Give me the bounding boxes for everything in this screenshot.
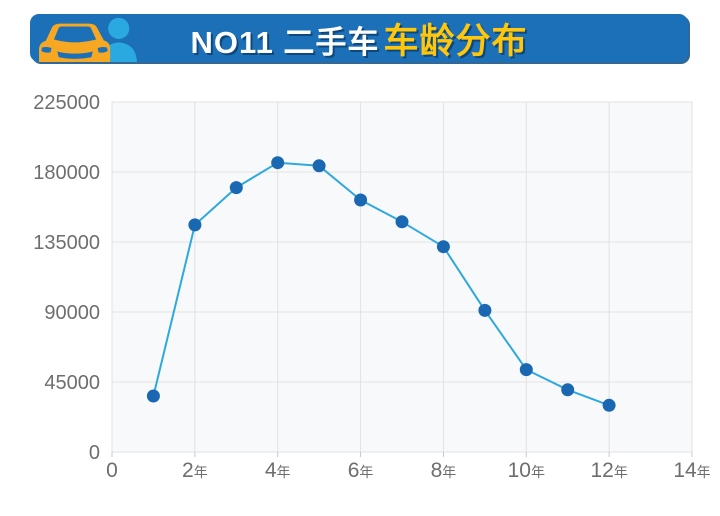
x-tick-label: 14年 bbox=[673, 459, 710, 482]
data-point bbox=[188, 218, 202, 232]
x-tick-label: 10年 bbox=[508, 459, 545, 482]
header-banner: NO11 二手车 车龄分布 bbox=[30, 14, 688, 62]
data-point bbox=[561, 383, 575, 397]
car-user-icon bbox=[39, 17, 137, 62]
data-point bbox=[602, 398, 616, 412]
car-icon bbox=[39, 23, 111, 62]
data-point bbox=[395, 215, 409, 229]
data-point bbox=[436, 240, 450, 254]
y-tick-label: 225000 bbox=[33, 92, 100, 114]
data-line bbox=[152, 161, 611, 407]
y-tick-label: 0 bbox=[89, 442, 100, 464]
plot-area bbox=[111, 101, 693, 453]
data-point bbox=[478, 303, 492, 317]
age-distribution-chart: 0 45000 90000 135000 180000 225000 0 2年 4年 6年 8年 10… bbox=[0, 85, 720, 511]
x-tick-label: 0 bbox=[106, 459, 118, 482]
title-prefix: NO11 二手车 bbox=[190, 24, 380, 60]
data-point bbox=[519, 363, 533, 377]
y-tick-label: 135000 bbox=[33, 232, 100, 254]
x-tick-label: 4年 bbox=[265, 459, 291, 482]
x-tick-label: 8年 bbox=[431, 459, 457, 482]
data-point bbox=[354, 193, 368, 207]
title-highlight: 车龄分布 bbox=[383, 21, 528, 61]
y-tick-label: 180000 bbox=[33, 162, 100, 184]
chart-canvas: 0 45000 90000 135000 180000 225000 0 2年 4年 6年 8年 10… bbox=[33, 92, 710, 482]
page-title: NO11 二手车 车龄分布 bbox=[191, 14, 528, 62]
x-tick-label: 2年 bbox=[182, 459, 208, 482]
data-point bbox=[271, 156, 285, 170]
x-tick-label: 6年 bbox=[348, 459, 374, 482]
data-point bbox=[229, 181, 243, 195]
x-tick-label: 12年 bbox=[590, 459, 627, 482]
data-point bbox=[146, 389, 160, 403]
data-point bbox=[312, 159, 326, 173]
y-tick-label: 90000 bbox=[44, 302, 100, 324]
y-tick-label: 45000 bbox=[44, 372, 100, 394]
